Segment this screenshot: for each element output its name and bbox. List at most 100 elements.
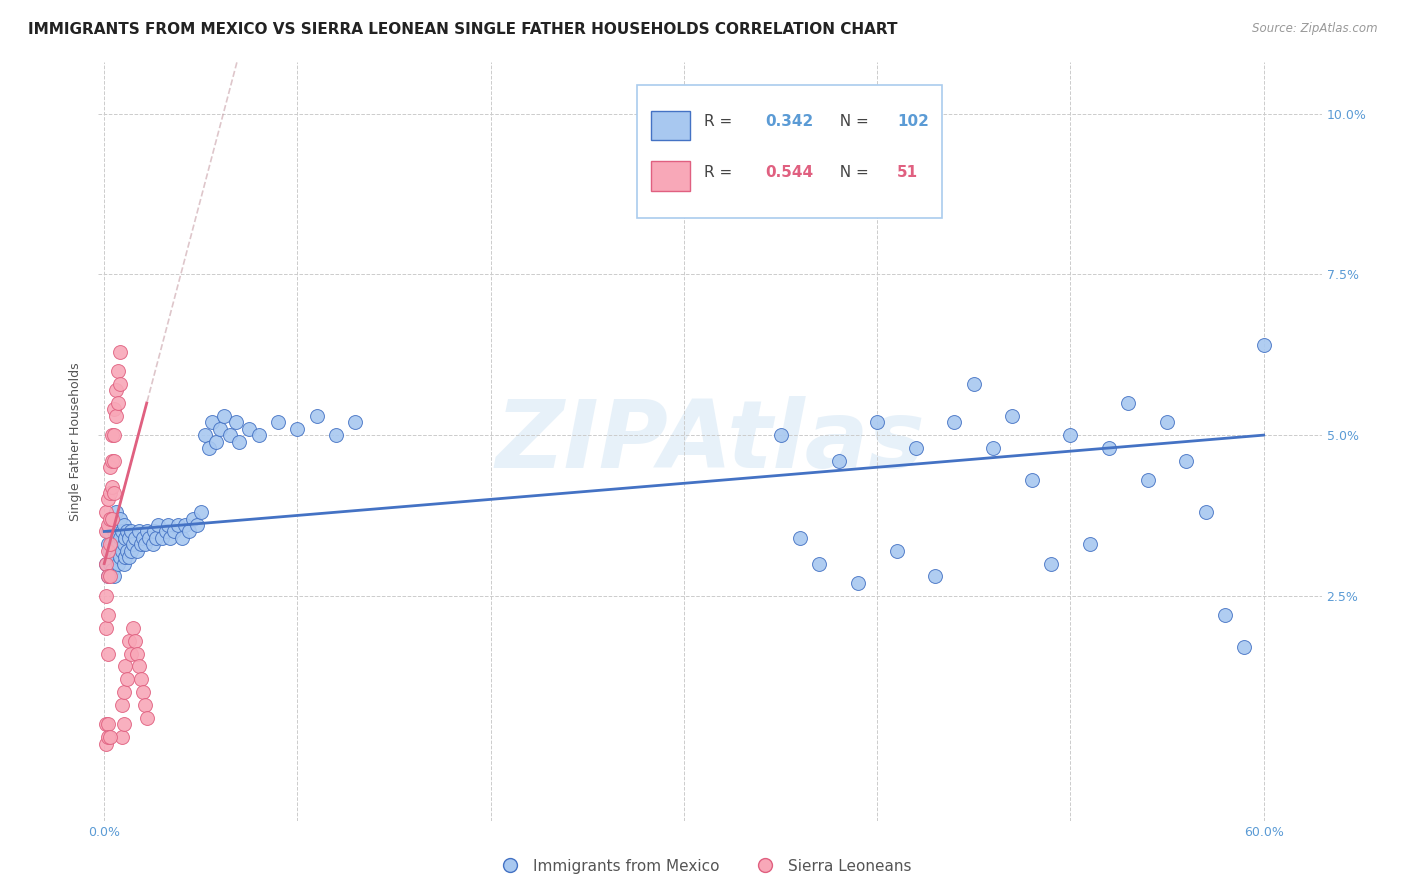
Point [1233,640,1256,655]
FancyBboxPatch shape [651,111,690,140]
Point [97,518,120,533]
Point [94,557,117,571]
FancyBboxPatch shape [651,161,690,191]
Point [120,524,142,539]
Point [98,460,121,475]
Point [1021,473,1043,487]
Point [789,531,811,545]
Point [107,364,129,378]
Point [305,409,328,423]
Point [108,550,131,565]
Point [118,633,141,648]
Point [103,543,125,558]
Point [101,511,124,525]
Point [150,531,173,545]
Point [174,518,197,533]
Point [1040,557,1063,571]
Point [129,673,152,687]
Point [112,685,135,699]
Point [110,543,132,558]
Point [97,537,120,551]
Point [118,550,141,565]
Point [120,647,142,661]
Point [170,531,193,545]
Point [827,454,849,468]
Point [97,730,120,744]
Point [943,415,966,429]
Point [107,537,129,551]
Point [103,454,125,468]
Point [97,543,120,558]
Point [1059,428,1081,442]
Point [101,537,124,551]
Point [134,698,156,712]
Point [103,428,125,442]
Point [267,415,290,429]
Point [1156,415,1178,429]
Point [108,511,131,525]
Text: R =: R = [704,165,737,180]
Point [98,486,121,500]
Point [808,557,831,571]
Point [1253,338,1275,352]
Point [103,569,125,583]
Point [94,557,117,571]
Point [1078,537,1101,551]
Point [104,550,127,565]
Point [904,441,927,455]
Point [1195,505,1218,519]
Point [148,518,170,533]
Point [107,557,129,571]
Point [846,575,869,590]
Point [117,524,139,539]
Point [186,518,208,533]
Point [238,422,260,436]
Point [108,344,131,359]
Point [97,717,120,731]
Point [132,685,155,699]
Point [218,428,240,442]
Point [103,486,125,500]
Y-axis label: Single Father Households: Single Father Households [69,362,83,521]
Point [141,537,163,551]
Point [94,505,117,519]
Point [112,537,135,551]
Point [124,633,146,648]
Point [97,569,120,583]
Point [1213,607,1236,622]
Point [135,524,157,539]
Point [159,531,181,545]
Point [122,537,145,551]
Point [145,531,167,545]
Point [155,524,177,539]
Point [163,524,186,539]
Point [344,415,367,429]
Point [886,543,908,558]
Point [98,557,121,571]
Point [94,621,117,635]
Point [114,659,136,673]
Point [122,621,145,635]
Point [138,531,160,545]
Point [104,383,127,397]
Point [101,479,124,493]
Point [103,524,125,539]
Text: R =: R = [704,114,737,129]
Point [98,511,121,525]
Point [143,524,166,539]
Point [129,537,152,551]
Text: 0.342: 0.342 [765,114,813,129]
Point [97,569,120,583]
Point [94,717,117,731]
Text: 102: 102 [897,114,929,129]
Text: ZIPAtlas: ZIPAtlas [495,395,925,488]
Point [866,415,889,429]
Point [128,524,150,539]
Text: 0.544: 0.544 [765,165,813,180]
Point [228,434,250,449]
Point [98,569,121,583]
FancyBboxPatch shape [637,85,942,218]
Point [108,531,131,545]
Text: 51: 51 [897,165,918,180]
Point [110,524,132,539]
